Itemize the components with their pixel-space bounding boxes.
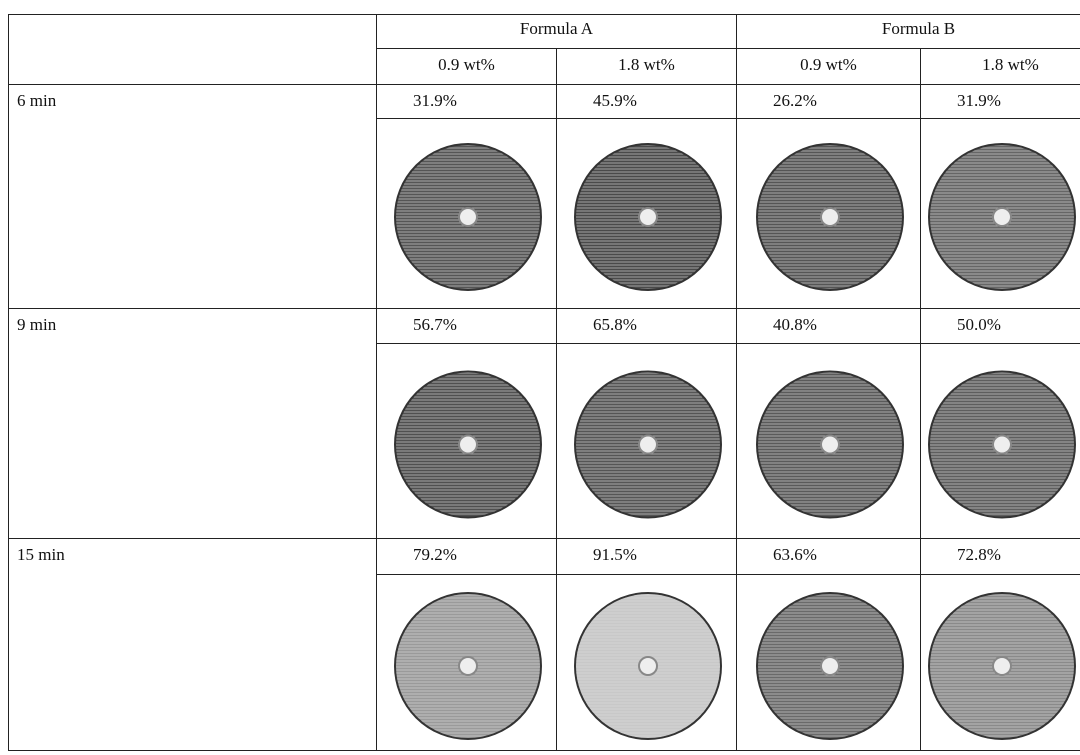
dish-center [992, 434, 1012, 455]
dish-center [820, 434, 840, 455]
dish-center [992, 656, 1012, 676]
dish-center [458, 207, 478, 227]
dish-center [820, 656, 840, 676]
dish-center [458, 434, 478, 455]
dish-center [638, 207, 658, 227]
dish-center [820, 207, 840, 227]
dish-center [992, 207, 1012, 227]
dish-center [638, 434, 658, 455]
dish-center [638, 656, 658, 676]
dish-center [458, 656, 478, 676]
image-cell [920, 574, 1080, 751]
